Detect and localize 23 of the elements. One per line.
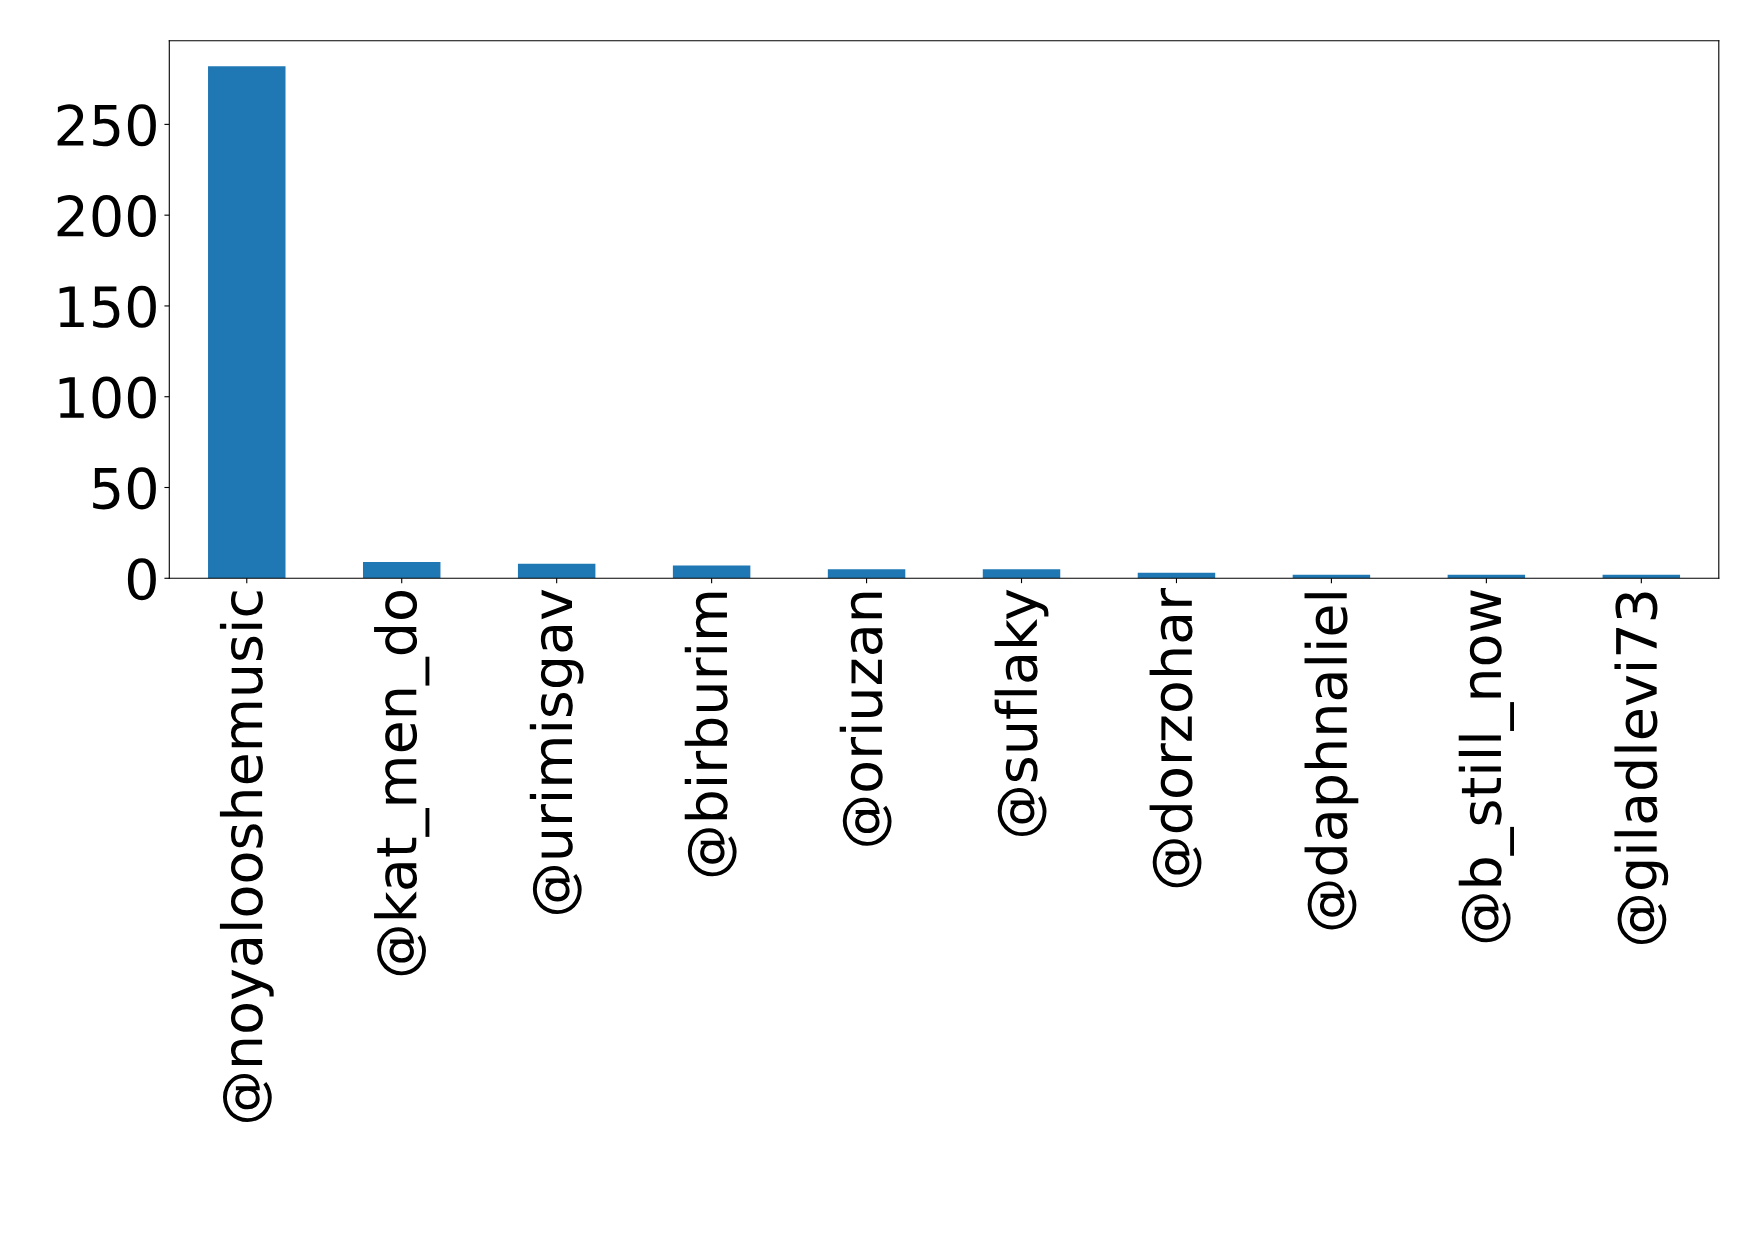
x-tick-label: @kat_men_do [374,591,430,976]
y-tick-label: 0 [127,558,156,601]
y-tick-label: 250 [57,104,156,147]
bar [672,565,751,579]
x-tick-label: @dorzohar [1149,588,1202,888]
x-tick-label: @oriuzan [839,592,892,846]
bar [362,561,441,579]
x-tick-label: @urimisgav [529,589,584,915]
bar [517,563,596,579]
y-tick-label: 100 [59,376,156,419]
x-tick-label: @birburim [684,592,737,877]
x-tick-label: @suflaky [994,589,1049,837]
y-tick-label: 50 [93,467,156,510]
x-tick-label: @b_still_now [1458,590,1515,943]
bar [982,569,1061,579]
bar [827,569,906,579]
y-tick-label: 150 [59,285,156,328]
bar [208,66,286,579]
x-tick-label: @giladlevi73 [1614,592,1669,944]
bar [1137,572,1216,579]
x-tick-label: @daphnaliel [1304,593,1359,930]
x-tick-label: @noyalooshemusic [219,591,274,1123]
y-tick-label: 200 [57,195,156,238]
